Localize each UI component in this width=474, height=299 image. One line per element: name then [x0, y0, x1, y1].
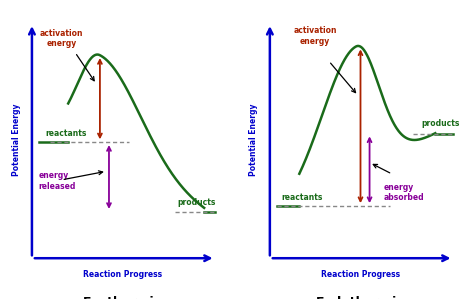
Text: Reaction Progress: Reaction Progress [321, 269, 400, 279]
Text: activation
energy: activation energy [293, 26, 337, 45]
Text: energy
released: energy released [39, 171, 76, 190]
Text: reactants: reactants [46, 129, 87, 138]
Text: Potential Energy: Potential Energy [249, 103, 258, 176]
Text: Exothermic
reaction: Exothermic reaction [83, 296, 162, 299]
Text: reactants: reactants [281, 193, 323, 202]
Text: products: products [422, 119, 460, 128]
Text: Endothermic
reaction: Endothermic reaction [316, 296, 405, 299]
Text: activation
energy: activation energy [40, 29, 83, 48]
Text: products: products [177, 199, 215, 208]
Text: Potential Energy: Potential Energy [11, 103, 20, 176]
Text: energy
absorbed: energy absorbed [383, 183, 424, 202]
Text: Reaction Progress: Reaction Progress [83, 269, 162, 279]
